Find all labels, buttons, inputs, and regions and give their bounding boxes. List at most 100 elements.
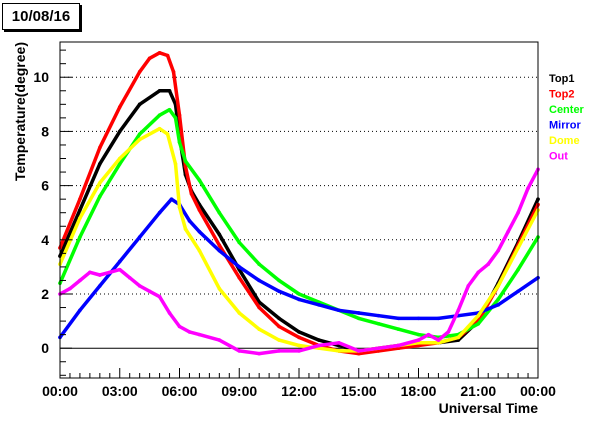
- series-line: [58, 107, 540, 340]
- data-point: [257, 327, 261, 332]
- data-point: [173, 162, 178, 166]
- data-point: [167, 88, 172, 93]
- data-point: [197, 208, 202, 212]
- data-point: [107, 270, 112, 275]
- data-point: [117, 105, 122, 109]
- data-point: [476, 313, 481, 318]
- data-point: [317, 343, 321, 348]
- data-point: [277, 349, 281, 353]
- data-point: [137, 102, 142, 107]
- data-point: [88, 270, 92, 275]
- legend-entry: Center: [549, 104, 585, 116]
- series-line: [58, 167, 540, 356]
- series-line: [58, 51, 540, 356]
- data-point: [277, 289, 281, 294]
- data-point: [436, 338, 441, 342]
- x-tick-label: 06:00: [162, 383, 198, 399]
- data-point: [171, 70, 176, 74]
- data-point: [516, 267, 520, 272]
- data-point: [237, 311, 242, 315]
- data-point: [297, 343, 301, 348]
- legend-entry: Top2: [549, 89, 574, 101]
- data-point: [127, 275, 132, 280]
- data-point: [356, 311, 361, 315]
- data-point: [297, 292, 301, 296]
- data-point: [257, 278, 261, 283]
- data-point: [117, 259, 122, 264]
- data-point: [147, 289, 152, 294]
- data-point: [436, 316, 441, 321]
- series-line: [58, 89, 540, 353]
- data-point: [317, 303, 321, 307]
- data-point: [446, 330, 451, 334]
- legend-entry: Out: [549, 151, 568, 163]
- data-point: [257, 351, 261, 356]
- grid-lines: [60, 76, 538, 349]
- data-point: [337, 308, 341, 313]
- data-point: [277, 338, 281, 342]
- data-point: [526, 186, 530, 191]
- data-point: [217, 232, 222, 237]
- data-point: [496, 284, 500, 288]
- series-layer: [58, 51, 540, 356]
- data-point: [117, 129, 122, 134]
- data-point: [177, 205, 182, 210]
- data-point: [297, 349, 301, 353]
- data-point: [376, 322, 381, 326]
- data-point: [297, 330, 301, 334]
- y-tick-label: 4: [41, 232, 49, 248]
- y-tick-label: 6: [41, 178, 49, 194]
- data-point: [78, 208, 82, 212]
- data-point: [516, 246, 520, 250]
- x-tick-label: 21:00: [460, 383, 496, 399]
- y-tick-label: 0: [41, 340, 49, 356]
- data-point: [167, 107, 172, 112]
- axes: 0 2 4 6 8 10 00:00 03:00 06:00 09:00 12:00 15:00 18:…: [33, 49, 556, 399]
- data-point: [78, 278, 82, 283]
- data-point: [277, 324, 281, 329]
- data-point: [217, 248, 222, 253]
- data-point: [187, 219, 192, 223]
- data-point: [165, 132, 170, 136]
- series-center: [58, 107, 540, 340]
- legend: Top1 Top2 Center Mirror Dome Out: [549, 73, 585, 163]
- data-point: [98, 162, 102, 166]
- data-point: [217, 338, 222, 342]
- data-point: [98, 284, 102, 288]
- data-point: [78, 235, 82, 239]
- y-tick-label: 8: [41, 123, 49, 139]
- data-point: [78, 308, 82, 313]
- data-point: [197, 229, 202, 234]
- data-point: [237, 240, 242, 245]
- data-point: [516, 210, 520, 215]
- data-point: [169, 197, 174, 201]
- legend-entry: Dome: [549, 135, 580, 147]
- data-point: [197, 332, 202, 337]
- data-point: [317, 338, 321, 342]
- data-point: [98, 194, 102, 199]
- data-point: [516, 289, 520, 294]
- data-point: [466, 284, 471, 288]
- data-point: [416, 316, 421, 321]
- series-dome: [58, 126, 540, 353]
- data-point: [177, 113, 182, 117]
- series-line: [58, 126, 540, 353]
- data-point: [416, 338, 421, 342]
- data-point: [396, 316, 401, 321]
- legend-entry: Mirror: [549, 120, 582, 132]
- x-tick-label: 03:00: [102, 383, 138, 399]
- y-tick-label: 2: [41, 286, 49, 302]
- data-point: [237, 265, 242, 269]
- chart-title: 10/08/16: [2, 3, 80, 30]
- data-point: [486, 262, 491, 266]
- data-point: [137, 235, 142, 239]
- data-point: [456, 335, 461, 340]
- data-point: [117, 162, 122, 166]
- data-point: [98, 273, 102, 277]
- data-point: [157, 88, 162, 93]
- x-tick-label: 18:00: [401, 383, 437, 399]
- data-point: [157, 294, 162, 299]
- data-point: [376, 346, 381, 350]
- data-point: [496, 248, 500, 253]
